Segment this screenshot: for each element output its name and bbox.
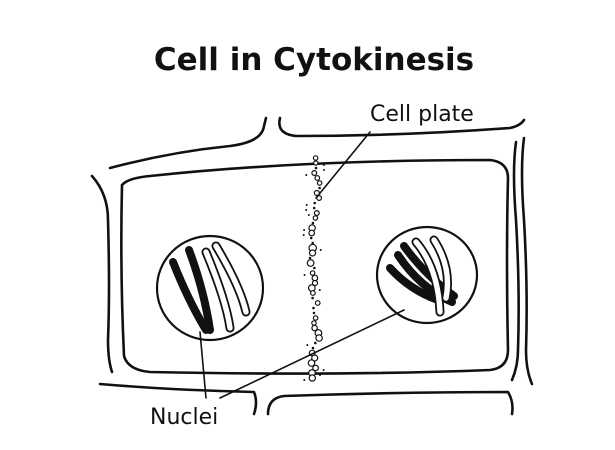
- vesicle: [311, 170, 318, 177]
- vesicle: [307, 284, 316, 292]
- vesicle: [308, 256, 312, 260]
- vesicle: [310, 290, 316, 296]
- vesicle: [309, 270, 316, 276]
- vesicle: [307, 359, 316, 367]
- cell-plate-label: Cell plate: [370, 102, 474, 127]
- vesicle-dot: [303, 274, 306, 276]
- vesicle: [311, 346, 315, 350]
- vesicle-dot: [307, 214, 310, 216]
- vesicle: [312, 206, 316, 210]
- diagram-title: Cell in Cytokinesis: [154, 42, 474, 78]
- vesicle-dot: [319, 249, 322, 251]
- vesicle: [318, 186, 321, 190]
- nucleus-right: [375, 225, 479, 325]
- cell-plate-callout: Cell plate: [315, 102, 474, 199]
- vesicle: [312, 155, 319, 161]
- vesicle: [313, 210, 320, 217]
- vesicle-dot: [322, 369, 325, 371]
- vesicle: [312, 215, 319, 221]
- vesicle: [308, 374, 316, 382]
- vesicle: [311, 296, 314, 300]
- nucleus-left: [155, 234, 265, 342]
- vesicle-dot: [305, 204, 308, 206]
- vesicle: [311, 324, 318, 332]
- nuclei-label: Nuclei: [150, 405, 218, 430]
- vesicle: [314, 166, 318, 170]
- vesicle: [312, 306, 315, 310]
- vesicle: [306, 259, 315, 267]
- vesicle-dot: [319, 374, 321, 376]
- vesicle: [313, 266, 316, 270]
- nuclei-callout: Nuclei: [150, 309, 405, 430]
- vesicle: [312, 364, 320, 372]
- vesicle: [311, 221, 315, 225]
- vesicle-dot: [303, 229, 306, 231]
- vesicle-dot: [318, 289, 321, 291]
- cell-wall: [90, 116, 534, 416]
- vesicle-dot: [322, 164, 325, 166]
- vesicle: [308, 249, 317, 257]
- vesicle-dot: [305, 209, 308, 211]
- vesicle-dot: [323, 169, 325, 171]
- cell-plate: [302, 155, 325, 382]
- vesicle-dot: [303, 379, 306, 381]
- vesicle-dot: [306, 344, 309, 346]
- vesicle: [312, 315, 319, 321]
- cell-membrane: [120, 158, 510, 375]
- vesicle: [308, 229, 316, 237]
- vesicle: [311, 320, 317, 326]
- vesicle: [311, 241, 315, 245]
- vesicle-dot: [302, 234, 305, 236]
- vesicle: [313, 160, 319, 166]
- vesicle: [312, 311, 316, 315]
- vesicle: [314, 175, 321, 181]
- vesicle: [313, 201, 317, 205]
- vesicle: [311, 279, 319, 287]
- vesicle: [314, 300, 321, 306]
- vesicle: [315, 334, 323, 342]
- vesicle-dot: [305, 174, 308, 176]
- vesicle: [314, 341, 317, 345]
- vesicle: [316, 180, 323, 186]
- vesicle: [309, 236, 313, 240]
